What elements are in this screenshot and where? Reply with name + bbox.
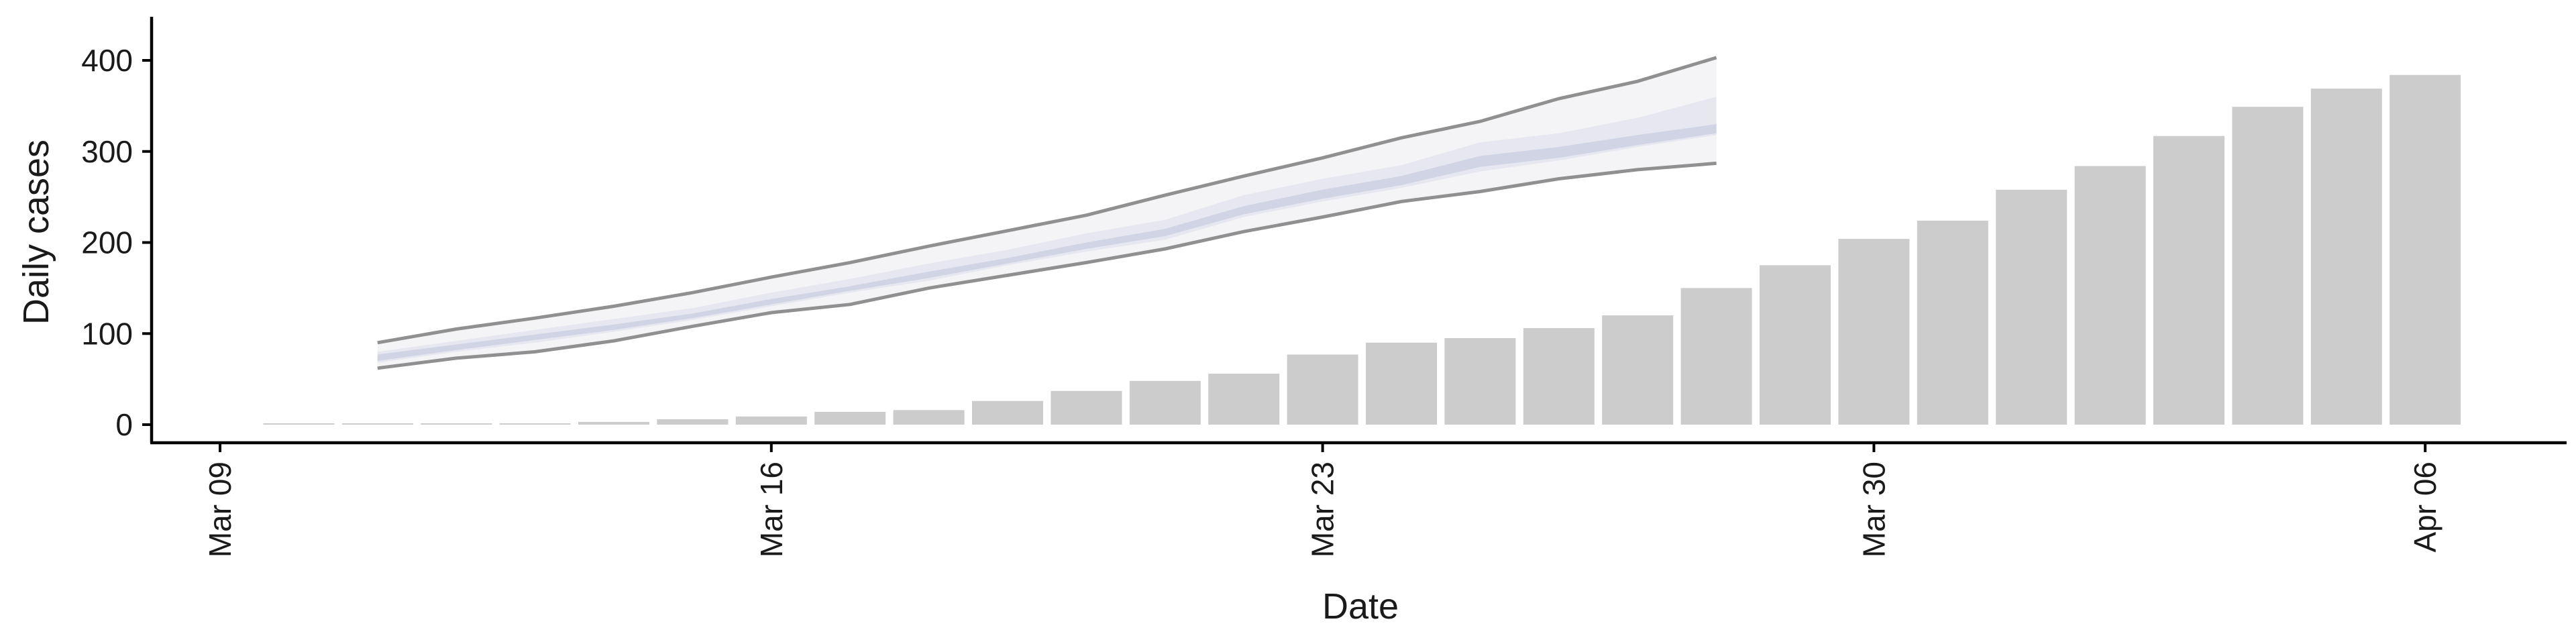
bar <box>1760 265 1831 425</box>
x-tick-label: Mar 16 <box>754 462 789 557</box>
bar <box>499 423 571 425</box>
forecast-lower-line <box>377 161 1717 370</box>
bar <box>1996 189 2068 425</box>
bar <box>1917 220 1988 425</box>
bar <box>1523 328 1595 425</box>
y-tick-label: 200 <box>81 225 133 260</box>
bar <box>263 423 335 425</box>
bar <box>2232 107 2304 425</box>
bar <box>735 416 807 425</box>
forecast-outer-band <box>377 57 1717 368</box>
bar <box>2153 136 2224 425</box>
y-tick-label: 300 <box>81 134 133 169</box>
bar <box>421 423 492 425</box>
bar <box>814 412 886 425</box>
bar <box>1287 354 1358 425</box>
bar <box>2390 74 2461 425</box>
bar <box>972 400 1043 425</box>
x-tick-label: Mar 23 <box>1305 462 1340 557</box>
bar <box>578 421 649 425</box>
bar <box>1444 338 1516 425</box>
x-axis-title: Date <box>1322 586 1399 627</box>
bar <box>1602 315 1674 425</box>
x-tick-label: Mar 09 <box>203 462 237 557</box>
bar <box>2074 166 2146 425</box>
bar <box>2310 89 2382 425</box>
bar <box>1051 390 1122 425</box>
y-axis-title: Daily cases <box>16 140 56 325</box>
axes-layer: 0 100 200 300 400 Mar 09 Mar 16 Mar 23 Mar 30 Apr… <box>81 17 2567 557</box>
y-tick-label: 100 <box>81 316 133 351</box>
bar <box>1208 374 1280 425</box>
bar <box>893 410 965 425</box>
bar <box>1366 342 1437 425</box>
y-tick-label: 400 <box>81 43 133 78</box>
forecast-inner-band <box>377 124 1717 361</box>
forecast-mid-band <box>377 97 1717 363</box>
bars-layer <box>263 74 2461 425</box>
bar <box>341 423 413 425</box>
bar <box>657 419 729 425</box>
bar <box>1838 239 1910 425</box>
y-tick-label: 0 <box>115 407 133 442</box>
x-tick-label: Mar 30 <box>1856 462 1891 557</box>
forecast-upper-line <box>377 56 1717 345</box>
x-tick-label: Apr 06 <box>2408 462 2443 553</box>
forecast-layer <box>377 56 1717 370</box>
bar <box>1680 288 1752 425</box>
bar <box>1129 380 1201 425</box>
